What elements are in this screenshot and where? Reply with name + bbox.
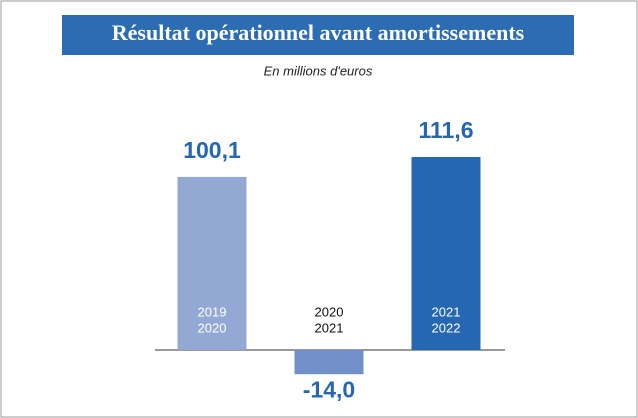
bar xyxy=(411,157,481,350)
x-tick-label: 2021 xyxy=(315,320,344,335)
x-tick-label: 2021 xyxy=(432,304,461,319)
chart-title: Résultat opérationnel avant amortissemen… xyxy=(112,20,525,45)
bar xyxy=(294,350,364,375)
data-label: -14,0 xyxy=(303,376,355,402)
chart-subtitle: En millions d'euros xyxy=(264,63,373,78)
x-tick-label: 2020 xyxy=(315,304,344,319)
x-tick-label: 2022 xyxy=(432,320,461,335)
x-tick-label: 2020 xyxy=(198,320,227,335)
title-banner xyxy=(62,15,574,55)
data-label: 100,1 xyxy=(183,137,241,163)
data-label: 111,6 xyxy=(418,117,473,143)
bar xyxy=(177,176,247,350)
x-tick-label: 2019 xyxy=(198,304,227,319)
